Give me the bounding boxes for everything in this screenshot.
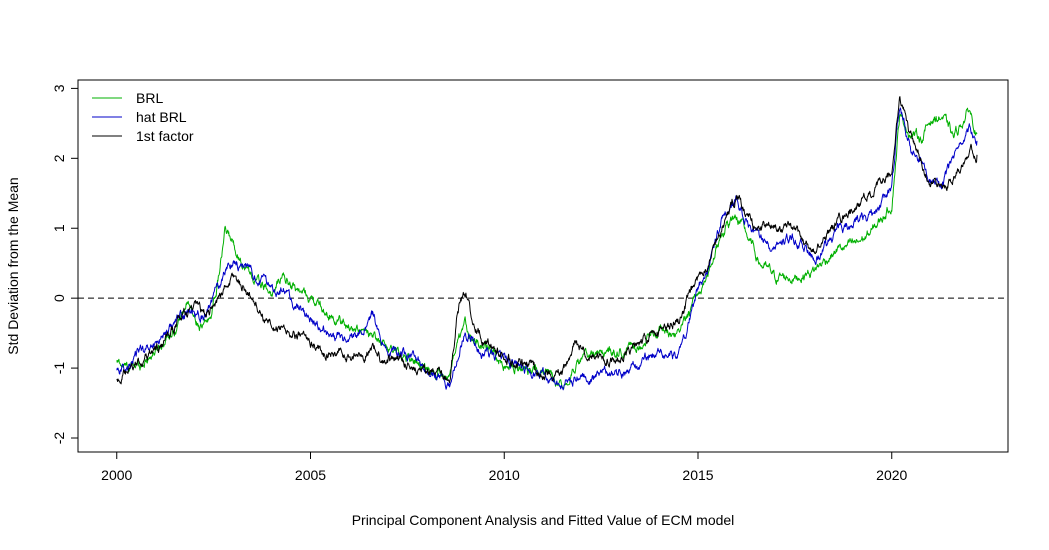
x-tick-label: 2015 <box>682 467 713 483</box>
x-tick-label: 2020 <box>876 467 907 483</box>
x-tick-label: 2005 <box>295 467 326 483</box>
legend-label: BRL <box>136 90 163 106</box>
y-tick-label: 1 <box>51 224 67 232</box>
x-tick-label: 2010 <box>489 467 520 483</box>
y-tick-label: 0 <box>51 294 67 302</box>
y-tick-label: -2 <box>51 432 67 445</box>
y-tick-label: -1 <box>51 362 67 375</box>
y-tick-label: 2 <box>51 154 67 162</box>
legend-label: hat BRL <box>136 109 187 125</box>
series-line-hat-brl <box>116 107 978 391</box>
x-tick-label: 2000 <box>101 467 132 483</box>
legend-label: 1st factor <box>136 128 194 144</box>
y-axis-label: Std Deviation from the Mean <box>5 177 21 354</box>
y-tick-label: 3 <box>51 84 67 92</box>
x-axis-label: Principal Component Analysis and Fitted … <box>352 512 735 528</box>
series-line-1st-factor <box>116 96 978 385</box>
